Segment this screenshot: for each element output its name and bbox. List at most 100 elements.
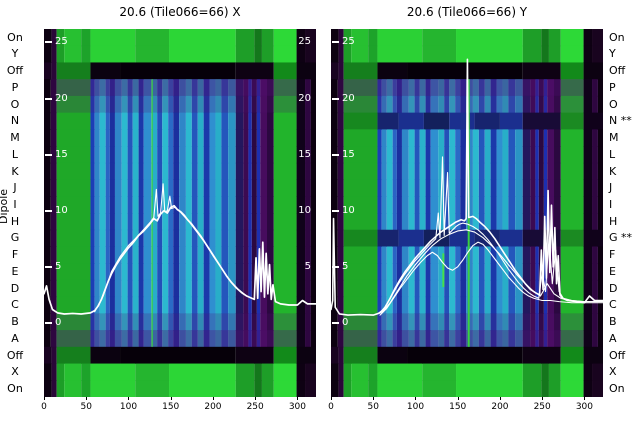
- heatmap-x-canvas: [44, 29, 316, 397]
- dipole-row-label: I: [609, 197, 613, 211]
- x-tick-label: 0: [41, 402, 47, 412]
- dipole-row-label: A: [11, 331, 19, 345]
- dipole-row-label: On: [609, 381, 625, 395]
- dipole-row-label: M: [10, 131, 20, 145]
- dipole-row-label: On: [7, 381, 23, 395]
- dipole-row-label: N: [10, 114, 20, 128]
- x-tick-label: 50: [80, 402, 92, 412]
- dipole-row-label: P: [609, 80, 616, 94]
- x-tick-mark: [373, 397, 375, 400]
- y-tick-label: 5: [304, 260, 311, 272]
- x-tick-label: 250: [246, 402, 264, 412]
- dipole-row-label: Y: [609, 47, 616, 61]
- y-tick-mark: [45, 41, 52, 44]
- dipole-row-label: B: [11, 315, 19, 329]
- y-tick-mark: [332, 41, 339, 44]
- x-tick-mark: [331, 397, 332, 400]
- x-tick-mark: [584, 397, 586, 400]
- x-tick-label: 150: [162, 402, 180, 412]
- dipole-row-label: O: [609, 97, 618, 111]
- dipole-row-label: On: [609, 30, 625, 44]
- x-tick-mark: [212, 397, 214, 400]
- y-tick-label: 25: [298, 36, 311, 48]
- y-tick-label: 10: [298, 204, 311, 216]
- dipole-row-label: E: [609, 264, 616, 278]
- x-tick-mark: [44, 397, 45, 400]
- y-tick-label: 10: [55, 204, 68, 216]
- x-tick-label: 250: [533, 402, 551, 412]
- x-tick-label: 100: [406, 402, 425, 412]
- x-tick-label: 200: [491, 402, 509, 412]
- dipole-row-label: F: [609, 248, 616, 262]
- dipole-row-label: L: [609, 147, 616, 161]
- dipole-row-label: E: [11, 264, 19, 278]
- x-tick-label: 300: [288, 402, 306, 412]
- x-tick-label: 50: [367, 402, 379, 412]
- dipole-row-label: O: [10, 97, 20, 111]
- y-tick-label: 20: [342, 92, 355, 104]
- dipole-row-label: P: [11, 80, 19, 94]
- x-tick-mark: [415, 397, 417, 400]
- dipole-row-label: Off: [609, 348, 626, 362]
- dipole-row-label: Y: [11, 47, 19, 61]
- dipole-row-label: A: [609, 331, 617, 345]
- x-tick-mark: [86, 397, 88, 400]
- y-tick-label: 0: [342, 316, 349, 328]
- y-tick-label: 5: [55, 260, 62, 272]
- y-tick-mark: [332, 153, 339, 156]
- y-tick-label: 20: [298, 92, 311, 104]
- y-tick-label: 25: [342, 36, 355, 48]
- dipole-row-label: L: [11, 147, 19, 161]
- dipole-row-label: Off: [6, 64, 24, 78]
- panel-y: 25 20 15 10 5 0 0 50 100 150 200 250 300: [328, 29, 603, 412]
- y-tick-mark: [45, 97, 52, 100]
- x-tick-label: 150: [449, 402, 467, 412]
- heatmap-y-canvas: [331, 29, 603, 397]
- dipole-row-label: F: [11, 248, 19, 262]
- y-tick-label: 15: [298, 148, 311, 160]
- y-tick-mark: [45, 265, 52, 268]
- dipole-row-label: On: [7, 30, 23, 44]
- y-tick-label: 10: [342, 204, 355, 216]
- y-tick-mark: [332, 265, 339, 268]
- dipole-row-label: X: [11, 365, 19, 379]
- dipole-row-label: H: [609, 214, 618, 228]
- dipole-row-label: K: [11, 164, 19, 178]
- dipole-row-label: C: [609, 298, 617, 312]
- x-tick-mark: [297, 397, 299, 400]
- x-tick-mark: [170, 397, 172, 400]
- dipole-row-label: J: [13, 181, 17, 195]
- dipole-row-label: D: [609, 281, 618, 295]
- dipole-row-label: Off: [6, 348, 24, 362]
- y-tick-mark: [45, 321, 52, 324]
- dipole-row-label: K: [609, 164, 617, 178]
- y-tick-mark: [332, 321, 339, 324]
- panel-x: 25 20 15 10 5 0 25 20 15 10 5 0 50 100 150 200 250 300: [41, 29, 316, 412]
- dipole-row-label: X: [609, 365, 617, 379]
- y-tick-mark: [332, 209, 339, 212]
- dipole-row-label: H: [10, 214, 20, 228]
- y-tick-label: 25: [55, 36, 68, 48]
- x-tick-mark: [128, 397, 130, 400]
- panel-y-title: 20.6 (Tile066=66) Y: [406, 5, 528, 19]
- y-tick-label: 20: [55, 92, 68, 104]
- dipole-row-label: M: [609, 131, 619, 145]
- x-tick-mark: [255, 397, 257, 400]
- y-tick-label: 15: [55, 148, 68, 160]
- dipole-row-label: D: [10, 281, 20, 295]
- dipole-row-label: G: [10, 231, 20, 245]
- x-tick-label: 0: [328, 402, 334, 412]
- dipole-row-label: N **: [609, 114, 632, 128]
- y-tick-mark: [332, 97, 339, 100]
- dipole-row-label: G **: [609, 231, 633, 245]
- panel-x-title: 20.6 (Tile066=66) X: [119, 5, 241, 19]
- dipole-row-label: I: [13, 197, 17, 211]
- y-tick-mark: [45, 209, 52, 212]
- x-tick-label: 200: [204, 402, 222, 412]
- x-tick-label: 300: [575, 402, 593, 412]
- dipole-row-label: B: [609, 315, 617, 329]
- y-tick-mark: [45, 153, 52, 156]
- y-tick-label: 15: [342, 148, 355, 160]
- dipole-row-label: C: [11, 298, 19, 312]
